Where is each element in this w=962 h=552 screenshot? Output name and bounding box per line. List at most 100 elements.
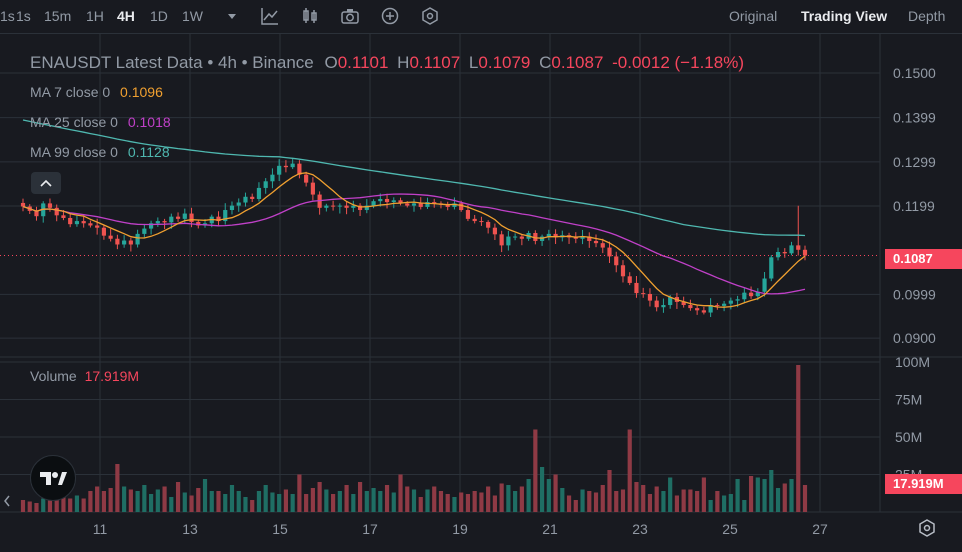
candle <box>486 221 491 228</box>
candle <box>229 205 235 211</box>
volume-bar <box>526 479 531 512</box>
view-original[interactable]: Original <box>729 8 778 24</box>
volume-bar <box>647 494 653 512</box>
volume-bar <box>418 497 423 512</box>
volume-bar <box>486 486 491 512</box>
volume-bar <box>290 494 295 512</box>
volume-bar <box>216 491 221 512</box>
volume-bar <box>47 495 53 512</box>
ma7-value: 0.1096 <box>120 84 163 100</box>
candle <box>344 205 349 208</box>
volume-bar <box>27 501 32 512</box>
timeframe-1s-label[interactable]: 1s <box>16 8 31 24</box>
volume-bar <box>61 497 66 512</box>
volume-bar <box>775 488 781 512</box>
candle <box>283 165 289 168</box>
timeframe-1h[interactable]: 1H <box>86 8 104 24</box>
chart-type-icon[interactable] <box>260 6 280 26</box>
candle <box>310 182 315 195</box>
candle <box>742 292 747 300</box>
volume-bar <box>411 489 417 512</box>
volume-bar <box>802 485 808 512</box>
volume-bar <box>331 494 336 512</box>
volume-bar <box>519 486 524 512</box>
time-tick-6: 23 <box>632 521 648 537</box>
candle <box>81 221 86 224</box>
price-tick-0: 0.1500 <box>893 65 936 81</box>
timeframe-15m[interactable]: 15m <box>44 8 72 24</box>
price-tick-4: 0.0999 <box>893 286 936 302</box>
candle <box>256 187 262 199</box>
candle <box>715 305 720 307</box>
volume-bar <box>364 491 369 512</box>
open-value: 0.1101 <box>337 53 389 72</box>
volume-bar <box>459 492 464 512</box>
scroll-left-icon[interactable] <box>2 490 12 512</box>
candle <box>357 205 363 211</box>
volume-bar <box>189 495 194 512</box>
volume-bar <box>432 486 437 512</box>
timeframe-1s[interactable]: 1s <box>0 8 15 24</box>
candle <box>634 282 639 294</box>
volume-bar <box>351 494 356 512</box>
volume-bar <box>573 500 578 512</box>
candle <box>452 203 457 207</box>
volume-bar <box>452 497 457 512</box>
candle <box>223 210 228 222</box>
toolbar: 1s 1s 15m 1H 4H 1D 1W Original Trading V… <box>0 0 962 34</box>
candle <box>391 200 396 203</box>
volume-bar <box>250 500 255 512</box>
volume-bar <box>748 476 754 512</box>
chart-settings-icon[interactable] <box>917 518 937 538</box>
volume-bar <box>317 482 322 512</box>
volume-bar <box>796 365 801 512</box>
candle <box>762 278 767 292</box>
volume-bar <box>539 467 545 512</box>
timeframe-dropdown-icon[interactable] <box>222 6 242 26</box>
candle <box>506 236 511 246</box>
add-indicator-icon[interactable] <box>380 6 400 26</box>
view-trading-view[interactable]: Trading View <box>801 8 888 24</box>
volume-bar <box>627 429 632 512</box>
candle <box>695 308 700 311</box>
candle <box>546 233 551 237</box>
timeframe-4h[interactable]: 4H <box>117 8 135 24</box>
candle <box>122 240 127 245</box>
candle <box>802 249 808 256</box>
timeframe-1w[interactable]: 1W <box>182 8 203 24</box>
ma99-label: MA 99 close 0 <box>30 144 118 160</box>
candle <box>74 221 80 225</box>
candle <box>405 203 410 206</box>
candle <box>580 236 585 239</box>
volume-bar <box>169 497 174 512</box>
volume-bar <box>54 491 59 512</box>
volume-bar <box>728 494 733 512</box>
volume-bar <box>553 474 558 512</box>
volume-bar <box>310 488 315 512</box>
candle <box>270 174 275 182</box>
candles-icon[interactable] <box>300 6 320 26</box>
collapse-legend-button[interactable] <box>31 172 61 194</box>
timeframe-1d[interactable]: 1D <box>150 8 168 24</box>
candle <box>479 221 484 223</box>
ma7-label: MA 7 close 0 <box>30 84 111 100</box>
volume-bar <box>371 488 376 512</box>
time-tick-2: 15 <box>272 521 288 537</box>
candle <box>331 205 336 207</box>
view-depth[interactable]: Depth <box>908 8 946 24</box>
candle <box>627 276 632 283</box>
volume-bar <box>593 492 599 512</box>
legend-header: ENAUSDT Latest Data • 4h • Binance O0.11… <box>30 53 744 73</box>
candle <box>472 218 477 222</box>
candle <box>290 163 295 168</box>
volume-bar <box>384 485 390 512</box>
ma99-line <box>22 119 806 237</box>
price-chart[interactable]: 0.1500 0.1399 0.1299 0.1199 0.0999 0.0900 100M… <box>0 34 962 552</box>
time-tick-1: 13 <box>182 521 198 537</box>
volume-bar <box>668 477 673 512</box>
volume-bar <box>337 491 342 512</box>
volume-bar <box>277 494 282 512</box>
camera-icon[interactable] <box>340 6 360 26</box>
settings-hex-icon[interactable] <box>420 6 440 26</box>
candle <box>748 292 754 297</box>
